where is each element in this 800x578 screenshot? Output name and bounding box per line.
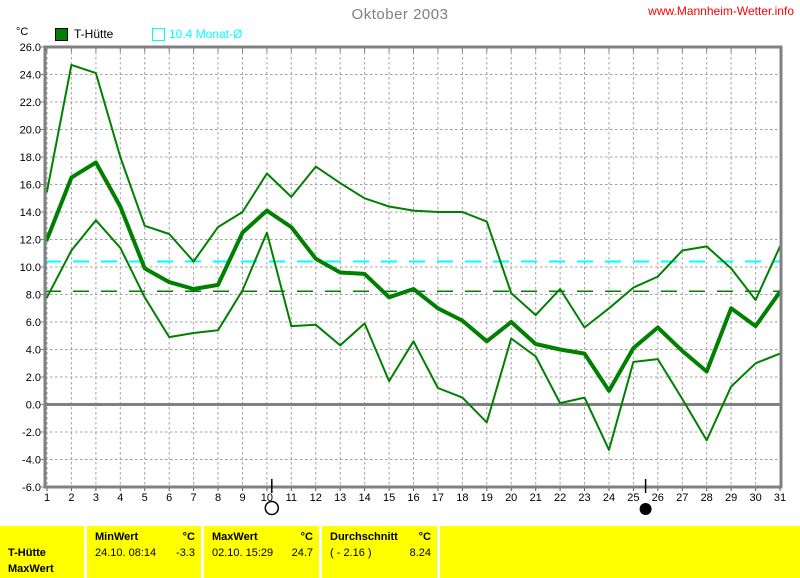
- durchschnitt-cell: Durchschnitt °C ( - 2.16 ) 8.24: [322, 526, 440, 578]
- y-tick-label: 6.0: [26, 317, 41, 329]
- x-tick-label: 28: [701, 492, 713, 504]
- y-tick-label: 22.0: [20, 97, 41, 109]
- x-tick-label: 20: [505, 492, 517, 504]
- y-tick-label: -2.0: [22, 427, 41, 439]
- x-tick-label: 13: [334, 492, 346, 504]
- table-row-label-line2: MaxWert: [8, 563, 54, 575]
- minwert-datetime: 24.10. 08:14: [95, 547, 157, 559]
- x-tick-label: 16: [407, 492, 419, 504]
- x-tick-label: 5: [142, 492, 148, 504]
- maxwert-value: 24.7: [291, 547, 313, 559]
- x-tick-label: 17: [432, 492, 444, 504]
- x-tick-label: 23: [578, 492, 590, 504]
- x-tick-label: 18: [456, 492, 468, 504]
- table-empty-cell: [440, 526, 800, 578]
- x-tick-label: 25: [627, 492, 639, 504]
- y-tick-label: 24.0: [20, 70, 41, 82]
- durchschnitt-diff: ( - 2.16 ): [330, 547, 372, 559]
- x-tick-label: 2: [68, 492, 74, 504]
- x-tick-label: 14: [358, 492, 370, 504]
- table-row-label-line1: T-Hütte: [8, 547, 46, 559]
- min-line: [46, 219, 781, 451]
- table-row-label-cell: T-Hütte MaxWert: [0, 526, 87, 578]
- x-tick-label: 29: [725, 492, 737, 504]
- y-axis-unit-label: °C: [16, 26, 29, 38]
- x-tick-label: 27: [676, 492, 688, 504]
- page-title: Oktober 2003: [351, 6, 449, 23]
- y-tick-label: 26.0: [20, 42, 41, 54]
- y-tick-label: 14.0: [20, 207, 41, 219]
- minwert-value: -3.3: [176, 547, 195, 559]
- x-tick-label: 31: [774, 492, 786, 504]
- monat-avg-legend-swatch: [152, 28, 165, 41]
- x-tick-label: 15: [383, 492, 395, 504]
- maxwert-cell: MaxWert °C 02.10. 15:29 24.7: [204, 526, 322, 578]
- x-tick-label: 6: [166, 492, 172, 504]
- plot-frame: [43, 45, 783, 489]
- max-line: [46, 63, 781, 329]
- x-tick-label: 4: [117, 492, 123, 504]
- full-moon-icon: [264, 500, 280, 516]
- t-huette-legend-swatch: [55, 28, 68, 41]
- y-tick-label: -4.0: [22, 455, 41, 467]
- x-tick-label: 12: [310, 492, 322, 504]
- mean-line: [45, 160, 782, 393]
- maxwert-unit: °C: [300, 531, 313, 543]
- y-tick-label: 12.0: [20, 235, 41, 247]
- minwert-unit: °C: [182, 531, 195, 543]
- x-tick-label: 26: [652, 492, 664, 504]
- y-tick-label: 16.0: [20, 180, 41, 192]
- y-tick-label: 2.0: [26, 372, 41, 384]
- durchschnitt-header: Durchschnitt: [330, 531, 398, 543]
- durchschnitt-unit: °C: [418, 531, 431, 543]
- y-tick-label: 10.0: [20, 262, 41, 274]
- maxwert-header: MaxWert: [212, 531, 258, 543]
- temperature-chart: 26.024.022.020.018.016.014.012.010.08.06…: [20, 42, 786, 516]
- y-tick-label: 18.0: [20, 152, 41, 164]
- x-tick-label: 21: [530, 492, 542, 504]
- watermark-link[interactable]: www.Mannheim-Wetter.info: [648, 4, 794, 18]
- y-tick-label: 20.0: [20, 125, 41, 137]
- durchschnitt-value: 8.24: [409, 547, 431, 559]
- y-tick-label: 4.0: [26, 345, 41, 357]
- t-huette-legend-label: T-Hütte: [74, 27, 114, 41]
- x-tick-label: 1: [44, 492, 50, 504]
- minwert-cell: MinWert °C 24.10. 08:14 -3.3: [87, 526, 204, 578]
- monat-avg-legend-label: 10.4 Monat-Ø: [169, 27, 243, 41]
- x-tick-label: 22: [554, 492, 566, 504]
- x-tick-label: 8: [215, 492, 221, 504]
- maxwert-datetime: 02.10. 15:29: [212, 547, 274, 559]
- minwert-header: MinWert: [95, 531, 139, 543]
- y-tick-label: 0.0: [26, 400, 41, 412]
- x-tick-label: 19: [481, 492, 493, 504]
- x-tick-label: 11: [286, 492, 297, 504]
- x-tick-label: 9: [239, 492, 245, 504]
- new-moon-icon: [639, 503, 652, 515]
- y-tick-label: -6.0: [22, 482, 41, 494]
- summary-table: T-Hütte MaxWert MinWert °C 24.10. 08:14 …: [0, 526, 800, 578]
- x-tick-label: 30: [749, 492, 761, 504]
- x-tick-label: 3: [93, 492, 99, 504]
- y-tick-label: 8.0: [26, 290, 41, 302]
- x-tick-label: 7: [191, 492, 197, 504]
- x-tick-label: 24: [603, 492, 615, 504]
